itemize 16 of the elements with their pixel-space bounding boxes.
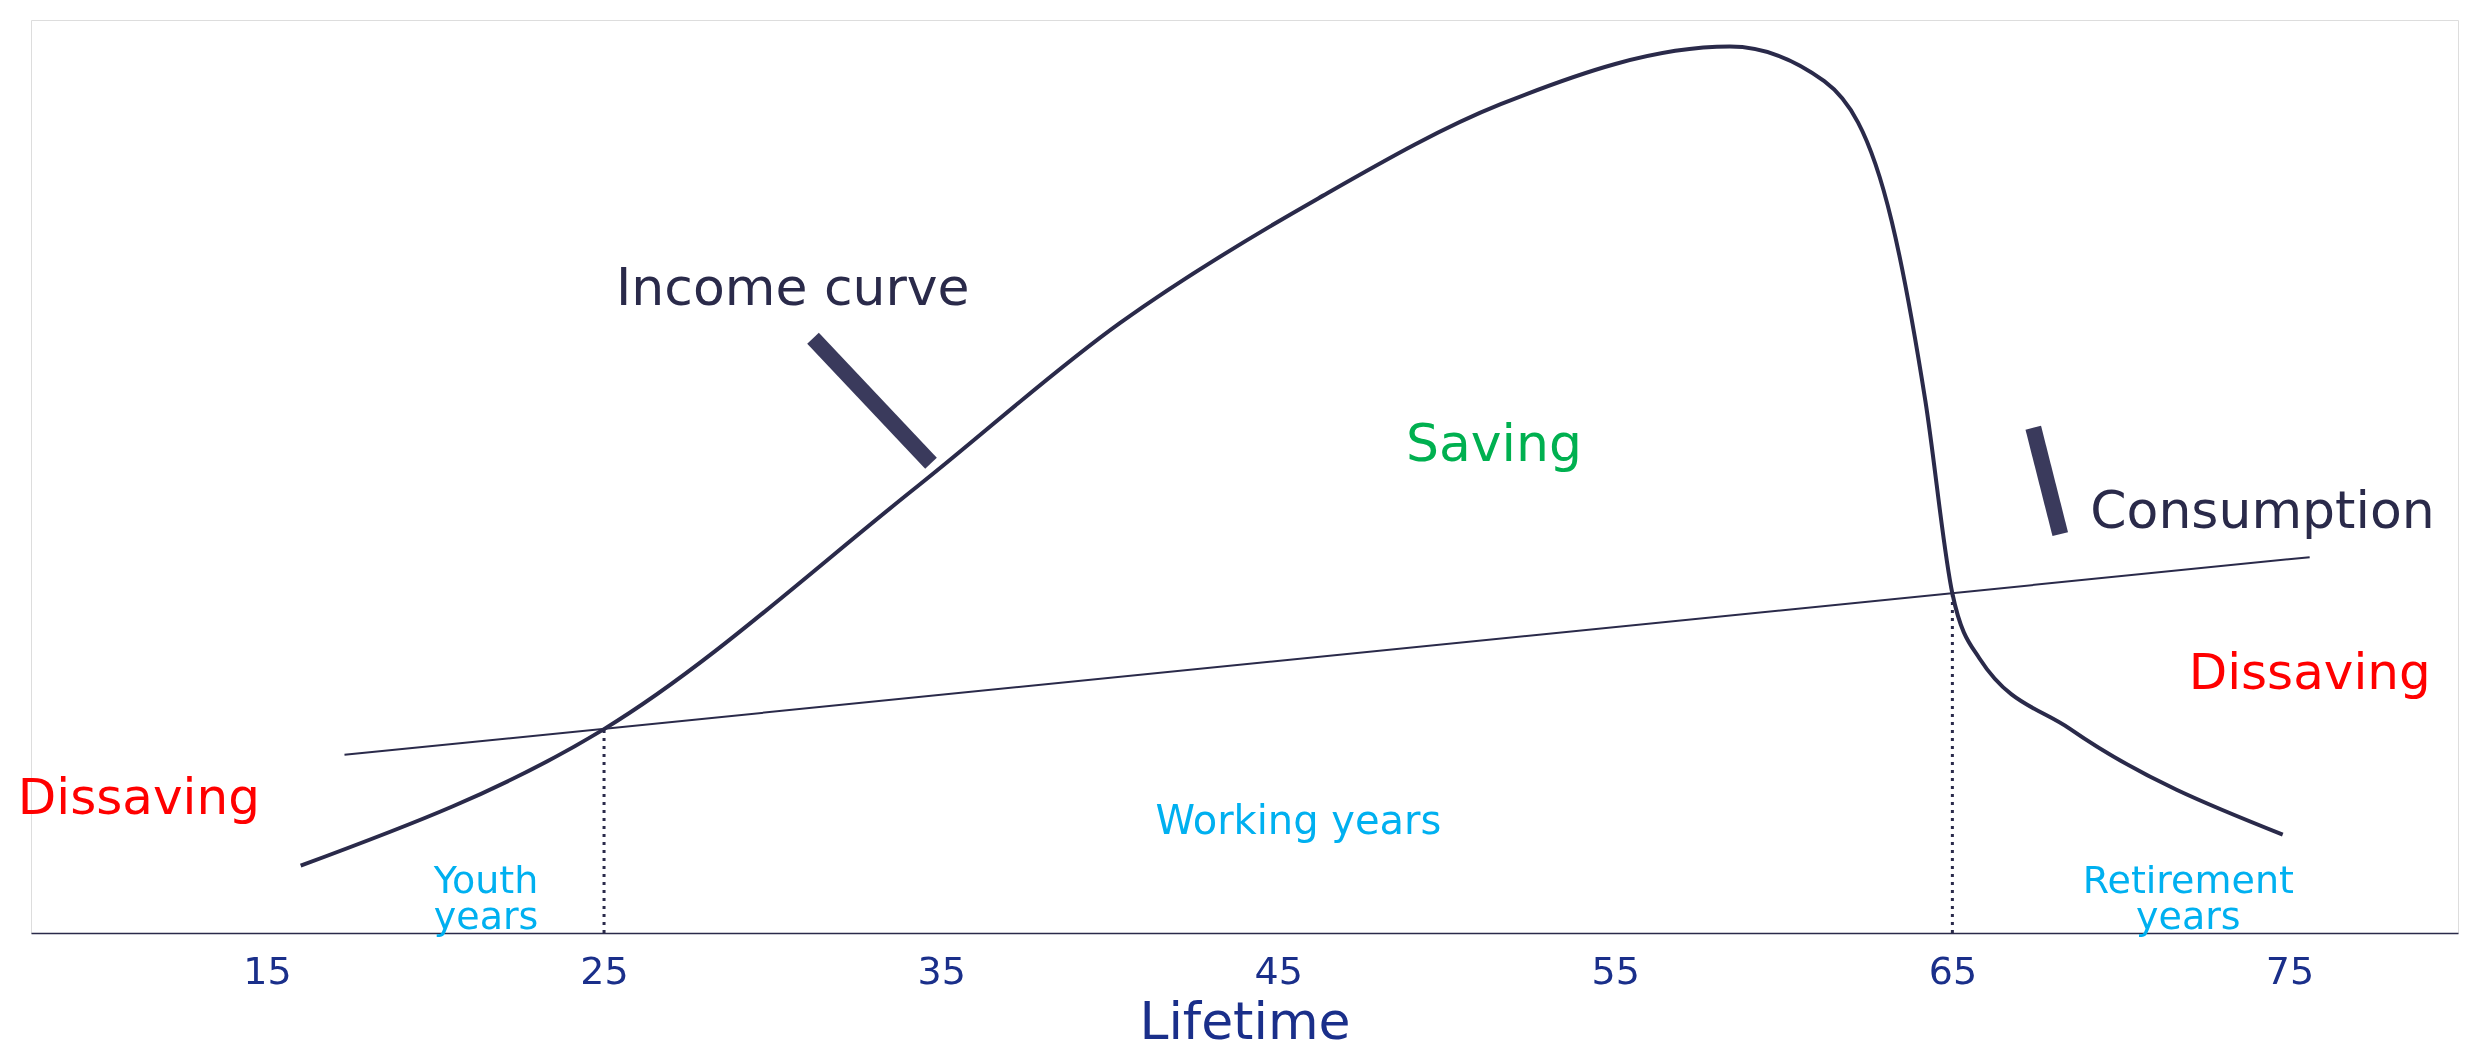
x-tick-label: 25 <box>580 948 629 993</box>
series-label: Consumption <box>2090 479 2435 540</box>
annotation: Dissaving <box>17 768 260 827</box>
annotation: Saving <box>1405 412 1582 473</box>
annotation: Working years <box>1155 797 1442 844</box>
annotation: Youth years <box>432 857 539 938</box>
x-tick-label: 65 <box>1928 948 1978 993</box>
x-tick-label: 55 <box>1591 948 1640 993</box>
annotation: Dissaving <box>2188 643 2431 702</box>
x-tick-label: 75 <box>2265 948 2315 993</box>
x-axis-title: Lifetime <box>1139 990 1351 1051</box>
series-label: Income curve <box>616 256 970 317</box>
x-tick-label: 45 <box>1254 948 1303 993</box>
x-tick-label: 35 <box>917 948 966 993</box>
annotation: Retirement years <box>2082 857 2294 938</box>
x-tick-label: 15 <box>243 948 292 993</box>
